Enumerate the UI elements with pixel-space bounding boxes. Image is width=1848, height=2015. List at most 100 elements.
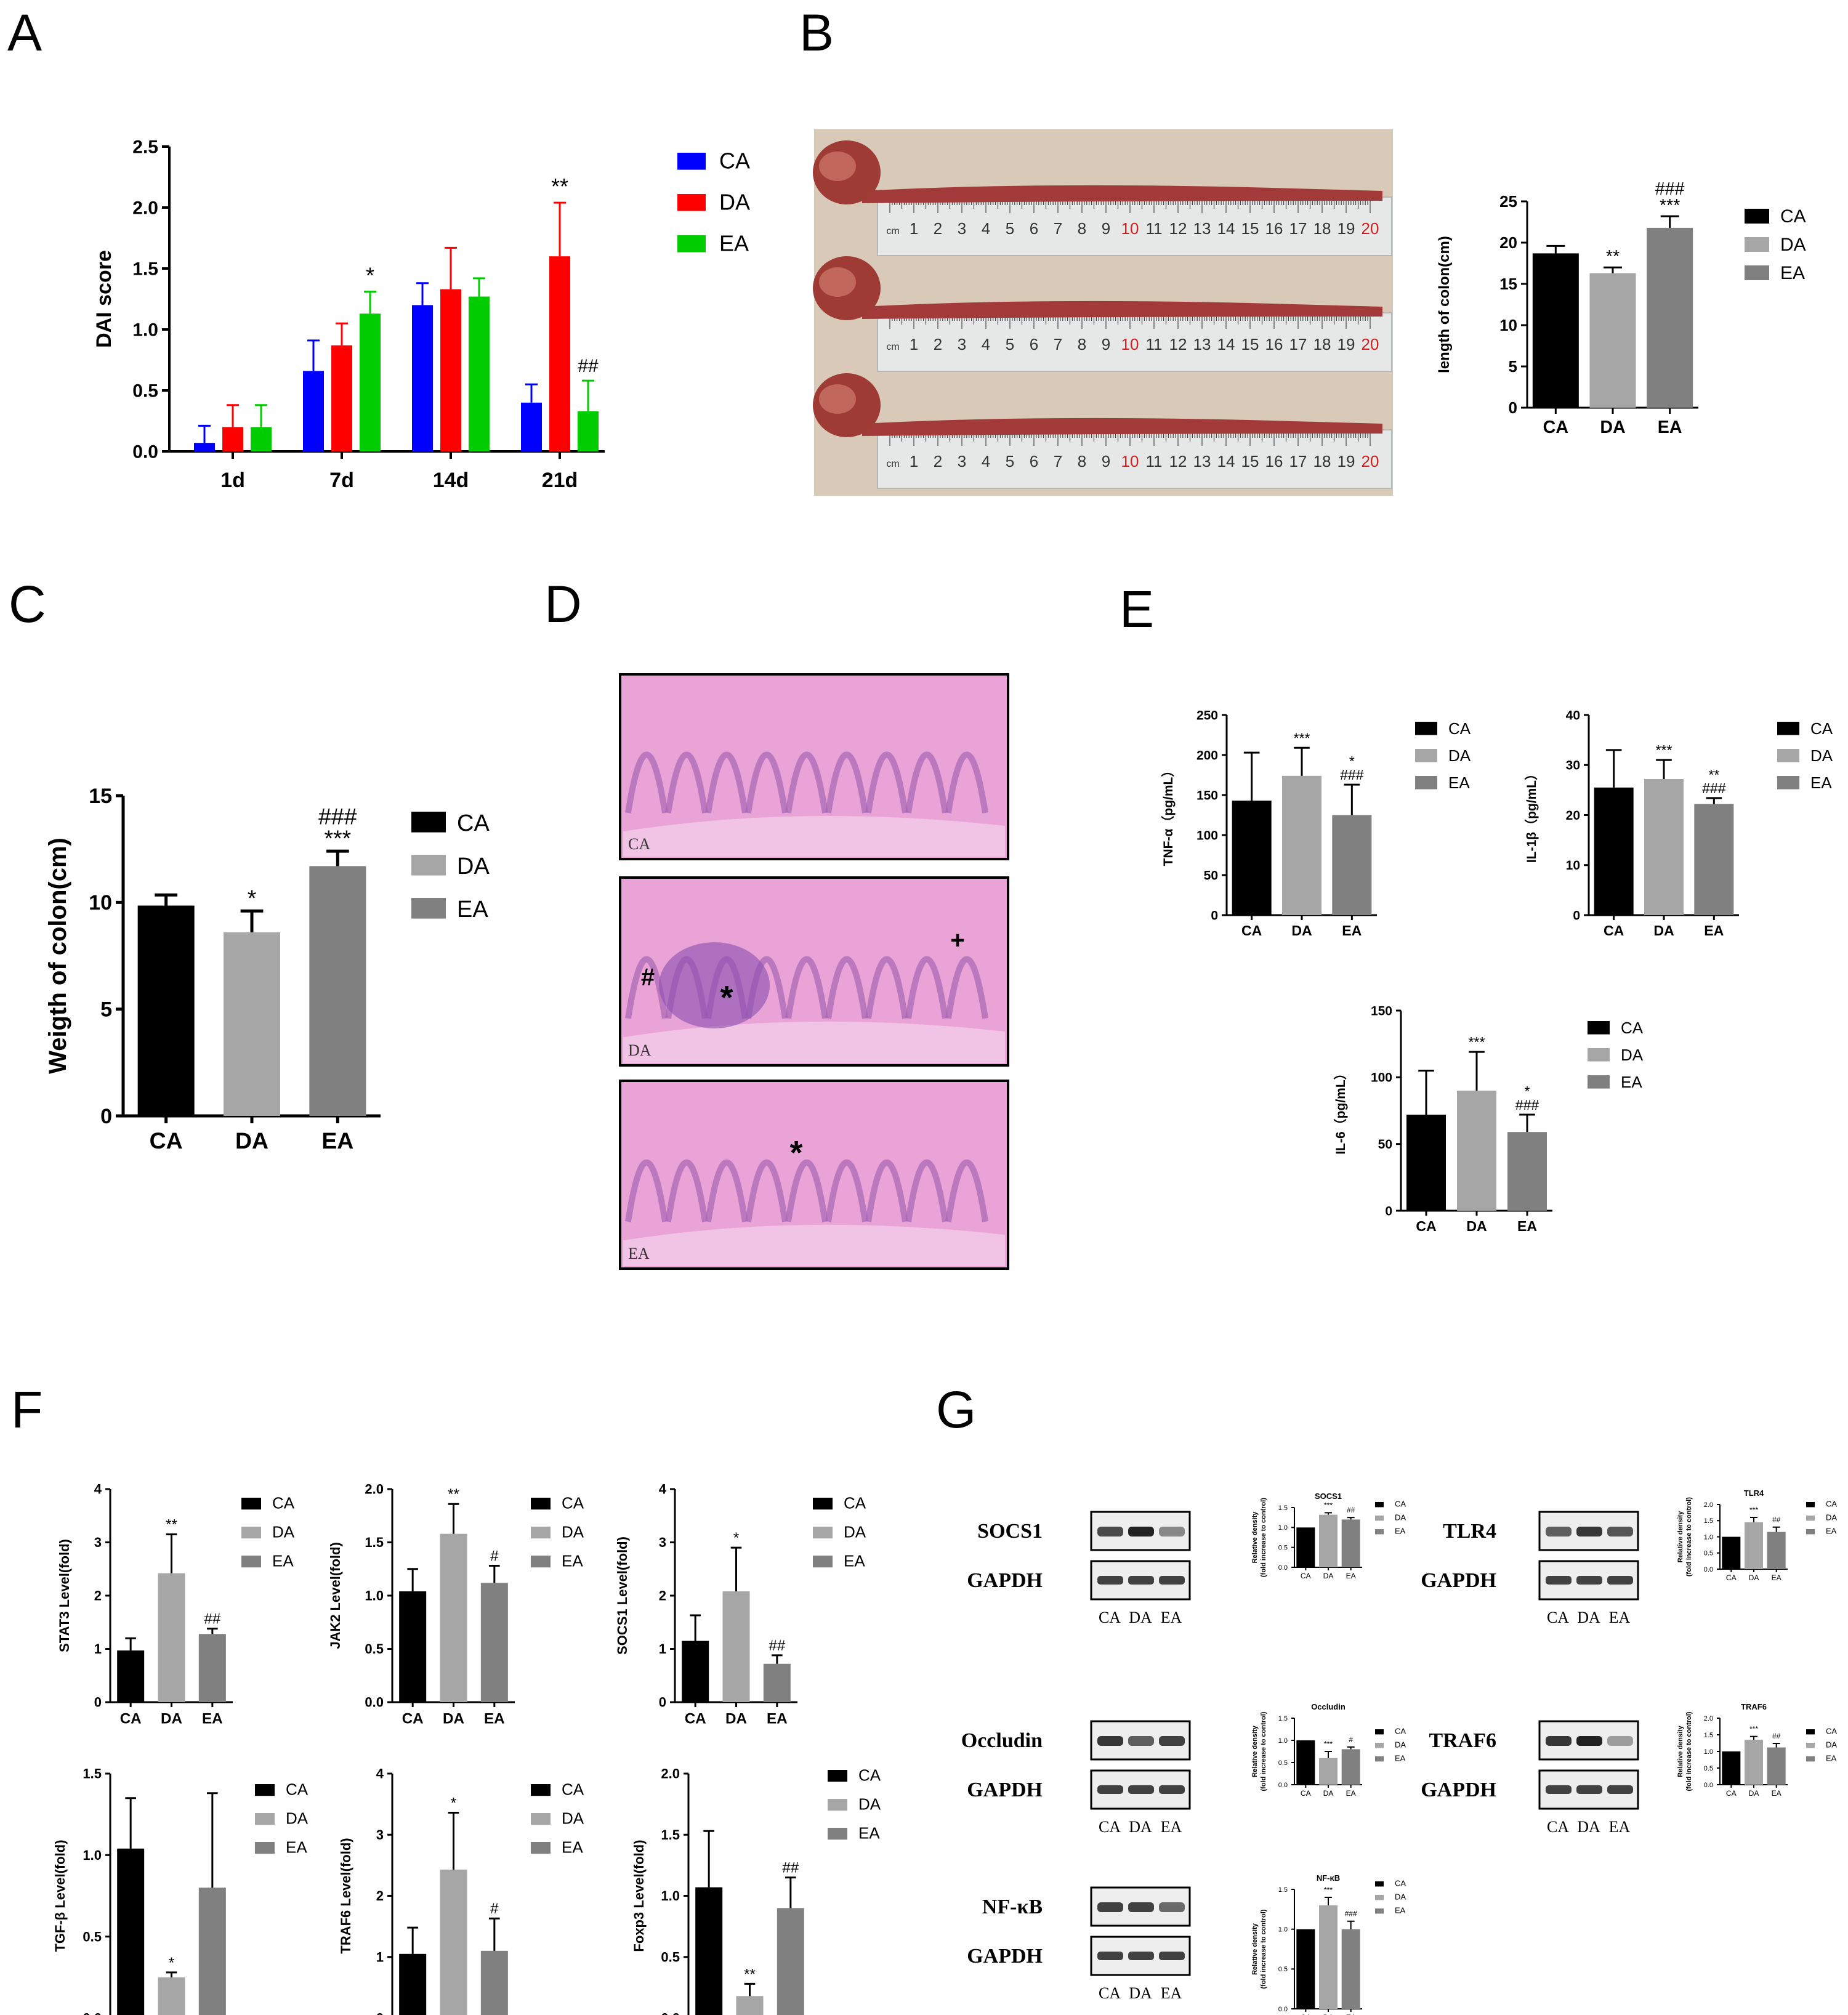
- significance-mark: **: [166, 1517, 177, 1533]
- histology-label: EA: [628, 1245, 650, 1262]
- ruler-number: 9: [1102, 219, 1110, 238]
- x-tick-label: 14d: [433, 469, 469, 492]
- y-tick-label: 5: [100, 998, 112, 1022]
- ruler-number: 14: [1217, 452, 1235, 470]
- x-tick-label: EA: [1772, 1573, 1782, 1582]
- chart-f1: 0 1 2 3 4 STAT3 Level(fold) CA ** DA ## EA CA DA EA: [57, 1482, 295, 1727]
- legend-swatch-ea: [531, 1556, 551, 1568]
- loading-label: GAPDH: [967, 1779, 1043, 1801]
- legend-swatch-ca: [241, 1498, 261, 1510]
- legend-label-ea: EA: [272, 1552, 294, 1570]
- significance-mark: ##: [1347, 1506, 1355, 1514]
- legend-swatch-ea: [1375, 1908, 1384, 1914]
- ruler-number: 9: [1102, 452, 1110, 470]
- legend-swatch-ca: [531, 1784, 551, 1796]
- y-tick-label: 2.0: [1704, 1715, 1713, 1722]
- bar-ea: [198, 1888, 226, 2015]
- crypt: [825, 751, 868, 814]
- y-tick-label: 0.0: [1278, 1782, 1288, 1789]
- crypt: [625, 751, 668, 814]
- legend-swatch-ea: [411, 898, 446, 919]
- x-tick-label: CA: [1301, 1789, 1312, 1798]
- bar-ea: [309, 866, 366, 1116]
- y-axis-label: Weigth of colon(cm): [44, 838, 71, 1074]
- histology-label: DA: [628, 1041, 652, 1059]
- y-tick-label: 2.0: [1704, 1501, 1713, 1509]
- ruler-number: 13: [1193, 219, 1211, 238]
- loading-label: GAPDH: [967, 1945, 1043, 1968]
- legend-label-ca: CA: [1448, 719, 1471, 738]
- ruler-number: 10: [1121, 219, 1139, 238]
- bar-ca: [137, 905, 195, 1116]
- ruler-number: 17: [1289, 452, 1307, 470]
- legend-label-ca: CA: [1395, 1879, 1406, 1888]
- bar-da-14d: [440, 289, 461, 451]
- ruler-number: 15: [1241, 219, 1259, 238]
- band: [1097, 1952, 1123, 1960]
- y-axis-label-2: (fold increase to control): [1260, 1909, 1267, 1989]
- ruler-number: 20: [1362, 219, 1379, 238]
- chart-g4: 0.0 0.5 1.0 1.5 2.0 Relative density (fold inc…: [1677, 1702, 1837, 1798]
- ruler-number: 4: [982, 335, 990, 353]
- legend-label-da: DA: [1395, 1740, 1406, 1750]
- legend-swatch-da: [1588, 1048, 1610, 1062]
- legend-swatch-ca: [1375, 1502, 1384, 1508]
- blot-occludin: Occludin GAPDH CA DA EA: [961, 1720, 1191, 1836]
- y-tick-label: 1.5: [1278, 1715, 1288, 1722]
- annotation-mark: #: [641, 964, 655, 991]
- colon-sample-3: cm 1 2 3 4 5 6 7 8 9 10 11 12 13 14 15 16 17 18 19 20: [813, 373, 1392, 489]
- significance-mark: ###: [1515, 1097, 1539, 1113]
- bar-da: [1745, 1522, 1763, 1569]
- x-tick-label: EA: [1342, 923, 1362, 939]
- legend-label-da: DA: [562, 1523, 584, 1541]
- x-tick-label: DA: [1323, 1572, 1334, 1580]
- panel-label-c: C: [9, 575, 46, 633]
- y-tick-label: 1.0: [83, 1847, 102, 1863]
- band: [1097, 1785, 1123, 1794]
- x-tick-label: DA: [1600, 418, 1625, 437]
- y-tick-label: 0.0: [1704, 1566, 1713, 1573]
- legend-swatch-ea: [1806, 1756, 1815, 1762]
- significance-mark: ##: [204, 1611, 220, 1628]
- histology-images: CA DA # * + EA *: [619, 673, 1009, 1270]
- legend-swatch-da: [241, 1527, 261, 1539]
- blot-traf6: TRAF6 GAPDH CA DA EA: [1421, 1720, 1639, 1836]
- bar-ea: [1767, 1532, 1786, 1569]
- legend-label-ca: CA: [719, 148, 750, 173]
- bar-ca: [1232, 801, 1272, 915]
- ruler-number: 8: [1078, 335, 1086, 353]
- crypt: [905, 751, 948, 814]
- y-tick-label: 3: [376, 1827, 384, 1843]
- y-tick-label: 1.0: [132, 320, 158, 341]
- bar-da: [1644, 779, 1684, 915]
- bar-ca-14d: [412, 305, 433, 451]
- significance-mark: *: [366, 263, 374, 288]
- y-tick-label: 0: [100, 1105, 112, 1128]
- panel-label-g: G: [936, 1381, 976, 1439]
- y-tick-label: 0: [1573, 908, 1580, 923]
- y-tick-label: 1: [94, 1641, 102, 1657]
- legend-swatch-ca: [1745, 209, 1769, 224]
- colon-sample-1: cm 1 2 3 4 5 6 7 8 9 10 11 12 13 14 15 16 17 18 19 20: [813, 140, 1392, 256]
- y-tick-label: 0: [376, 2011, 384, 2015]
- bar-da: [1589, 273, 1636, 408]
- legend-label-ca: CA: [1826, 1500, 1837, 1509]
- y-tick-label: 0.5: [1704, 1765, 1713, 1772]
- y-tick-label: 0.0: [1278, 2006, 1288, 2013]
- band: [1159, 1736, 1185, 1746]
- lane-label: CA: [1099, 1609, 1121, 1626]
- lane-label: DA: [1577, 1818, 1600, 1836]
- y-tick-label: 0.0: [83, 2011, 102, 2015]
- legend-swatch-da: [1375, 1516, 1384, 1521]
- band: [1128, 1736, 1154, 1746]
- y-tick-label: 40: [1566, 708, 1580, 722]
- submucosa: [623, 816, 1005, 857]
- legend-swatch-ca: [828, 1770, 847, 1782]
- legend-swatch-ca: [411, 812, 446, 833]
- bar-ca: [1722, 1536, 1741, 1569]
- bar-ea: [1694, 804, 1734, 915]
- significance-mark: **: [551, 174, 568, 199]
- legend-label-ea: EA: [1448, 773, 1470, 792]
